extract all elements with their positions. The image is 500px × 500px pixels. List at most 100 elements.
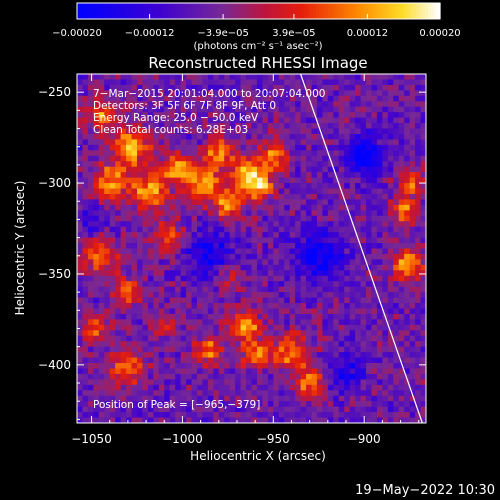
image-pixel: [393, 204, 400, 211]
image-pixel: [355, 232, 361, 238]
image-pixel: [256, 373, 263, 380]
image-pixel: [376, 346, 383, 353]
image-pixel: [246, 150, 252, 157]
image-pixel: [207, 161, 214, 168]
image-pixel: [295, 84, 301, 91]
image-pixel: [306, 144, 312, 151]
image-pixel: [180, 232, 187, 238]
image-pixel: [366, 335, 372, 342]
image-pixel: [355, 243, 361, 249]
image-pixel: [420, 401, 427, 408]
image-pixel: [186, 193, 192, 200]
image-pixel: [256, 270, 263, 277]
colorbar-cell: [222, 3, 226, 19]
image-pixel: [202, 373, 209, 380]
image-pixel: [289, 313, 296, 320]
image-pixel: [136, 193, 143, 200]
image-pixel: [409, 395, 416, 402]
image-pixel: [316, 84, 323, 91]
image-pixel: [295, 221, 301, 228]
image-pixel: [327, 270, 334, 277]
image-pixel: [344, 368, 351, 375]
colorbar-tick-label: −0.00020: [52, 28, 102, 39]
image-pixel: [251, 330, 258, 337]
image-pixel: [262, 79, 269, 86]
image-pixel: [278, 232, 285, 238]
image-pixel: [93, 243, 100, 249]
image-pixel: [246, 215, 252, 222]
image-pixel: [98, 101, 105, 108]
image-pixel: [327, 412, 334, 418]
image-pixel: [376, 166, 383, 173]
image-pixel: [147, 253, 154, 260]
image-pixel: [87, 221, 94, 228]
image-pixel: [371, 324, 378, 331]
image-pixel: [93, 177, 100, 184]
image-pixel: [191, 123, 198, 129]
image-pixel: [136, 341, 143, 348]
image-pixel: [355, 292, 361, 298]
image-pixel: [273, 417, 280, 424]
image-pixel: [306, 112, 312, 119]
image-pixel: [147, 144, 154, 151]
image-pixel: [278, 281, 285, 288]
image-pixel: [387, 248, 394, 255]
image-pixel: [115, 123, 122, 129]
image-pixel: [142, 363, 149, 369]
image-pixel: [300, 286, 307, 293]
image-pixel: [311, 412, 318, 418]
image-pixel: [153, 150, 160, 157]
image-pixel: [409, 128, 416, 135]
image-pixel: [355, 139, 361, 146]
image-pixel: [273, 188, 280, 195]
image-pixel: [300, 379, 307, 386]
image-pixel: [93, 341, 100, 348]
image-pixel: [267, 292, 274, 298]
image-pixel: [235, 275, 241, 282]
image-pixel: [224, 243, 231, 249]
image-pixel: [213, 319, 220, 326]
image-pixel: [376, 341, 383, 348]
image-pixel: [202, 363, 209, 369]
image-pixel: [126, 117, 132, 124]
image-pixel: [186, 297, 192, 304]
image-pixel: [251, 95, 258, 102]
image-pixel: [77, 74, 83, 80]
image-pixel: [355, 144, 361, 151]
image-pixel: [267, 84, 274, 91]
image-pixel: [420, 395, 427, 402]
image-pixel: [229, 112, 236, 119]
image-pixel: [158, 264, 165, 271]
image-pixel: [322, 270, 329, 277]
image-pixel: [213, 139, 220, 146]
image-pixel: [120, 395, 127, 402]
image-pixel: [120, 406, 127, 413]
image-pixel: [256, 177, 263, 184]
image-pixel: [306, 303, 312, 309]
image-pixel: [267, 199, 274, 206]
image-pixel: [398, 384, 405, 391]
image-pixel: [404, 341, 411, 348]
image-pixel: [306, 232, 312, 238]
image-pixel: [175, 84, 182, 91]
image-pixel: [240, 253, 247, 260]
image-pixel: [344, 128, 351, 135]
image-pixel: [93, 95, 100, 102]
image-pixel: [158, 401, 165, 408]
image-pixel: [169, 204, 176, 211]
image-pixel: [409, 308, 416, 315]
image-pixel: [142, 199, 149, 206]
image-pixel: [115, 319, 122, 326]
image-pixel: [229, 106, 236, 113]
image-pixel: [104, 221, 111, 228]
image-pixel: [295, 264, 301, 271]
image-pixel: [229, 395, 236, 402]
image-pixel: [82, 101, 89, 108]
image-pixel: [376, 379, 383, 386]
image-pixel: [77, 395, 83, 402]
image-pixel: [240, 204, 247, 211]
image-pixel: [82, 188, 89, 195]
image-pixel: [142, 412, 149, 418]
image-pixel: [306, 226, 312, 233]
image-pixel: [87, 270, 94, 277]
